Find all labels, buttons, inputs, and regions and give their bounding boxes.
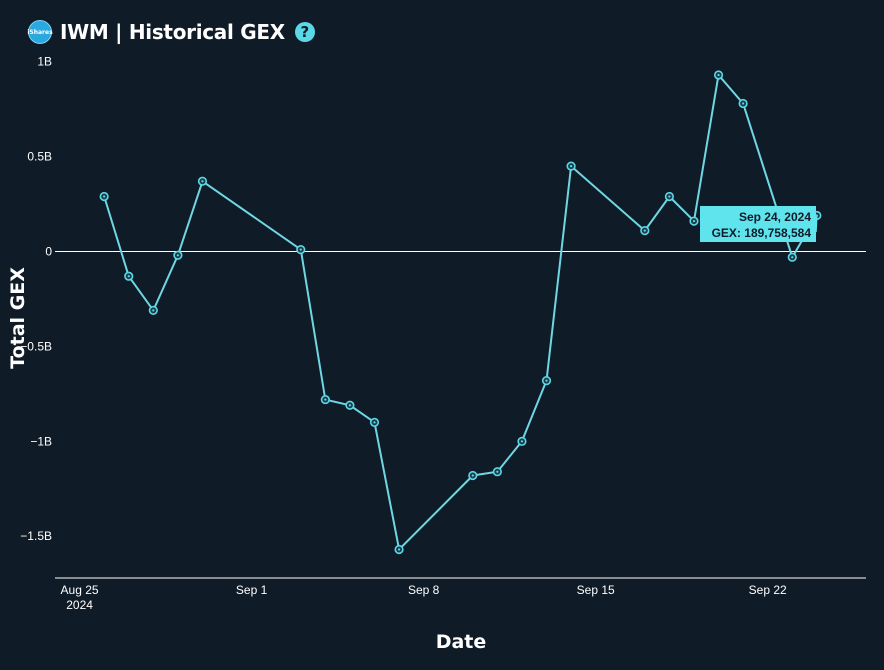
data-point[interactable]	[640, 226, 650, 236]
y-tick-label: −1.5B	[20, 529, 52, 543]
data-point[interactable]	[148, 305, 158, 315]
data-point[interactable]	[566, 161, 576, 171]
data-point[interactable]	[664, 191, 674, 202]
y-tick-label: 0	[45, 245, 52, 259]
data-point[interactable]	[320, 394, 330, 405]
data-point[interactable]	[468, 470, 478, 481]
x-axis-title: Date	[436, 631, 487, 653]
tooltip-leader	[815, 215, 818, 233]
y-tick-label: −1B	[30, 434, 52, 448]
data-point[interactable]	[173, 250, 183, 260]
x-tick-label: Sep 1	[236, 583, 268, 597]
page-title: IWM | Historical GEX	[60, 20, 285, 44]
gex-series-line	[103, 72, 818, 552]
x-tick-sublabel: 2024	[66, 598, 93, 612]
data-point[interactable]	[517, 436, 527, 446]
x-tick-label: Aug 25	[61, 583, 99, 597]
y-tick-label: 0.5B	[27, 150, 52, 164]
tooltip-date: Sep 24, 2024	[739, 210, 811, 224]
data-point[interactable]	[296, 245, 306, 255]
data-point[interactable]	[787, 252, 797, 262]
y-tick-label: 1B	[37, 55, 52, 69]
data-point[interactable]	[689, 216, 699, 226]
data-point[interactable]	[124, 271, 134, 281]
ishares-logo: iShares	[27, 20, 53, 44]
data-point[interactable]	[713, 70, 724, 80]
data-point[interactable]	[541, 375, 552, 386]
x-tick-label: Sep 22	[749, 583, 787, 597]
tooltip-value: GEX: 189,758,584	[712, 226, 812, 240]
data-point[interactable]	[738, 98, 748, 109]
help-icon[interactable]: ?	[294, 22, 315, 42]
x-tick-label: Sep 15	[577, 583, 615, 597]
tooltip-box	[700, 206, 816, 242]
y-axis-ticks: 1B 0.5B 0 −0.5B −1B −1.5B	[20, 55, 52, 544]
chart-header: iShares IWM | Historical GEX ?	[27, 18, 315, 46]
data-point[interactable]	[369, 417, 380, 427]
data-point[interactable]	[394, 544, 404, 555]
y-axis-title: Total GEX	[7, 267, 29, 369]
y-tick-label: −0.5B	[20, 339, 52, 353]
data-point[interactable]	[492, 467, 502, 477]
data-point[interactable]	[99, 191, 109, 202]
hover-tooltip: Sep 24, 2024 GEX: 189,758,584	[700, 206, 818, 242]
x-tick-label: Sep 8	[408, 583, 440, 597]
gex-markers	[99, 70, 822, 555]
data-point[interactable]	[345, 400, 355, 410]
data-point[interactable]	[197, 176, 208, 186]
